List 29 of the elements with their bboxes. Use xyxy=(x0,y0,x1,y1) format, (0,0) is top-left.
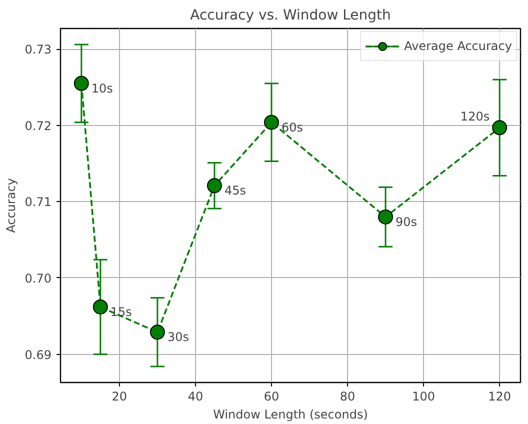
x-axis-title: Window Length (seconds) xyxy=(213,408,368,422)
x-tick-label: 20 xyxy=(112,390,128,404)
y-tick-label: 0.71 xyxy=(24,195,52,210)
point xyxy=(264,114,279,130)
point xyxy=(150,324,165,340)
annotation: 30s xyxy=(167,330,189,344)
x-tick-label: 40 xyxy=(188,390,204,404)
x-tick-label: 100 xyxy=(412,390,436,404)
y-tick-label: 0.70 xyxy=(24,271,52,286)
point xyxy=(206,178,222,194)
chart-title: Accuracy vs. Window Length xyxy=(190,8,391,24)
annotation: 15s xyxy=(110,304,132,319)
x-tick-label: 60 xyxy=(264,390,280,404)
legend-label: Average Accuracy xyxy=(404,39,512,53)
point xyxy=(378,209,394,224)
y-tick-label: 0.69 xyxy=(24,348,52,362)
y-axis-title: Accuracy xyxy=(4,178,18,233)
annotation: 120s xyxy=(460,110,490,124)
x-tick-label: 120 xyxy=(488,390,512,404)
point xyxy=(92,299,108,314)
point xyxy=(492,120,508,136)
y-tick-label: 0.73 xyxy=(24,42,52,57)
annotation: 90s xyxy=(396,214,418,229)
point xyxy=(74,76,89,91)
annotation: 60s xyxy=(281,120,304,134)
x-tick-label: 80 xyxy=(340,390,356,404)
annotation: 45s xyxy=(224,184,246,198)
y-tick-label: 0.72 xyxy=(24,118,52,133)
annotation: 10s xyxy=(91,81,113,96)
